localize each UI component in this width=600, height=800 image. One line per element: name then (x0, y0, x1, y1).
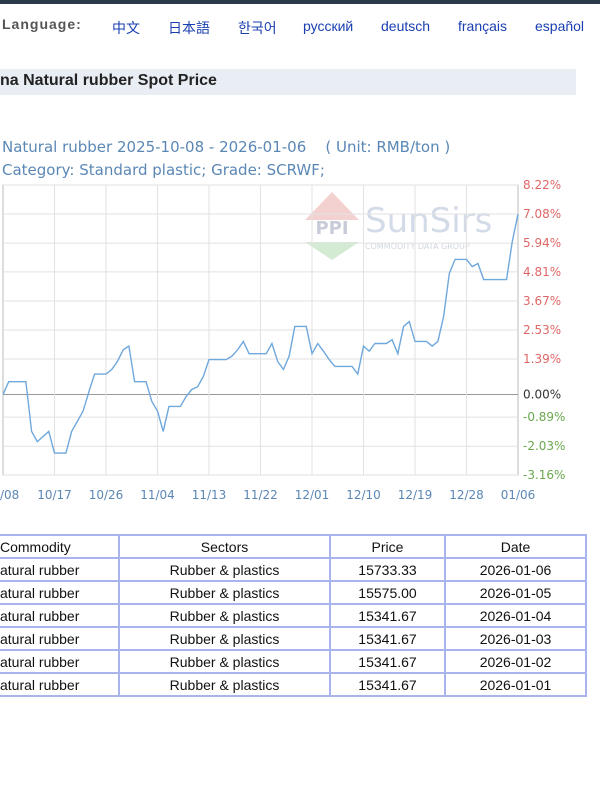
x-tick-label: /08 (0, 488, 19, 502)
table-cell: 15575.00 (329, 580, 446, 605)
table-cell: 15341.67 (329, 626, 446, 651)
table-cell: atural rubber (0, 649, 120, 674)
language-link[interactable]: español (535, 18, 584, 34)
chart-subtitle: Category: Standard plastic; Grade: SCRWF… (2, 161, 325, 179)
table-row: atural rubber Rubber & plastics 15341.67 20… (0, 603, 587, 628)
y-tick-label: 4.81% (523, 265, 561, 279)
x-tick-label: 12/10 (346, 488, 381, 502)
y-tick-label: 8.22% (523, 178, 561, 192)
language-link[interactable]: русский (303, 18, 353, 34)
table-cell: 2026-01-03 (444, 626, 587, 651)
y-tick-label: 1.39% (523, 352, 561, 366)
y-tick-label: 7.08% (523, 207, 561, 221)
table-cell: 2026-01-05 (444, 580, 587, 605)
language-bar: Language: 中文 日本語 한국어 русский deutsch français… (0, 4, 600, 50)
table-cell: 15341.67 (329, 672, 446, 697)
table-cell: 2026-01-04 (444, 603, 587, 628)
language-link-text[interactable]: 日本語 (168, 20, 210, 36)
page-title: na Natural rubber Spot Price (0, 72, 217, 89)
table-row: atural rubber Rubber & plastics 15341.67 20… (0, 649, 587, 674)
x-tick-label: 12/28 (449, 488, 484, 502)
watermark-logo-shape (305, 192, 359, 220)
table-cell: Rubber & plastics (118, 603, 331, 628)
price-line (2, 213, 519, 454)
y-tick-label: -0.89% (523, 410, 565, 424)
y-tick-label: 5.94% (523, 236, 561, 250)
y-tick-label: 2.53% (523, 323, 561, 337)
table-cell: 15341.67 (329, 649, 446, 674)
table-cell: Rubber & plastics (118, 672, 331, 697)
y-tick-label: -3.16% (523, 468, 565, 482)
y-tick-label: -2.03% (523, 439, 565, 453)
watermark-brand: SunSirs (365, 201, 492, 241)
y-tick-label: 0.00% (523, 387, 561, 401)
language-link-text[interactable]: русский (303, 18, 354, 34)
header-bar: na Natural rubber Spot Price (0, 69, 576, 95)
table-cell: 2026-01-01 (444, 672, 587, 697)
language-link[interactable]: français (458, 18, 507, 34)
table-cell: atural rubber (0, 580, 120, 605)
column-header: Commodity (0, 534, 120, 559)
x-tick-label: 12/19 (398, 488, 433, 502)
x-tick-label: 11/22 (243, 488, 278, 502)
language-link-text[interactable]: français (458, 18, 508, 34)
language-link[interactable]: deutsch (381, 18, 430, 34)
watermark-tagline: COMMODITY DATA GROUP (365, 242, 470, 251)
top-strip (0, 0, 600, 4)
table-row: atural rubber Rubber & plastics 15575.00 20… (0, 580, 587, 605)
table-cell: atural rubber (0, 672, 120, 697)
language-link[interactable]: 中文 (112, 18, 140, 38)
table-cell: 2026-01-06 (444, 557, 587, 582)
table-cell: Rubber & plastics (118, 649, 331, 674)
table-row: atural rubber Rubber & plastics 15341.67 20… (0, 672, 587, 697)
watermark-logo: PPI (315, 218, 348, 239)
table-cell: Rubber & plastics (118, 626, 331, 651)
y-tick-label: 3.67% (523, 294, 561, 308)
chart-title: Natural rubber 2025-10-08 - 2026-01-06 (… (2, 138, 450, 156)
language-link[interactable]: 日本語 (168, 18, 210, 38)
x-tick-label: 10/17 (37, 488, 72, 502)
table-cell: atural rubber (0, 603, 120, 628)
table-cell: atural rubber (0, 626, 120, 651)
watermark-logo-base (305, 242, 359, 260)
x-tick-label: 10/26 (89, 488, 124, 502)
price-table: Commodity Sectors Price Date atural rubber Ru… (0, 534, 587, 697)
x-tick-label: 11/13 (192, 488, 227, 502)
language-link[interactable]: 한국어 (238, 18, 277, 38)
header-row: Commodity Sectors Price Date (0, 534, 587, 559)
language-link-text[interactable]: español (535, 18, 585, 34)
table-cell: Rubber & plastics (118, 557, 331, 582)
table-cell: Rubber & plastics (118, 580, 331, 605)
table-cell: 15341.67 (329, 603, 446, 628)
table-cell: 15733.33 (329, 557, 446, 582)
table-cell: 2026-01-02 (444, 649, 587, 674)
table-row: atural rubber Rubber & plastics 15733.33 20… (0, 557, 587, 582)
column-header: Sectors (118, 534, 331, 559)
table-cell: atural rubber (0, 557, 120, 582)
table-row: atural rubber Rubber & plastics 15341.67 20… (0, 626, 587, 651)
language-label: Language: (2, 16, 82, 32)
column-header: Date (444, 534, 587, 559)
column-header: Price (329, 534, 446, 559)
language-link-text[interactable]: 中文 (112, 20, 140, 36)
chart: Natural rubber 2025-10-08 - 2026-01-06 (… (0, 138, 565, 502)
language-link-text[interactable]: deutsch (381, 18, 431, 34)
x-tick-label: 12/01 (295, 488, 330, 502)
x-tick-label: 01/06 (501, 488, 536, 502)
language-link-text[interactable]: 한국어 (238, 20, 277, 36)
x-tick-label: 11/04 (140, 488, 175, 502)
